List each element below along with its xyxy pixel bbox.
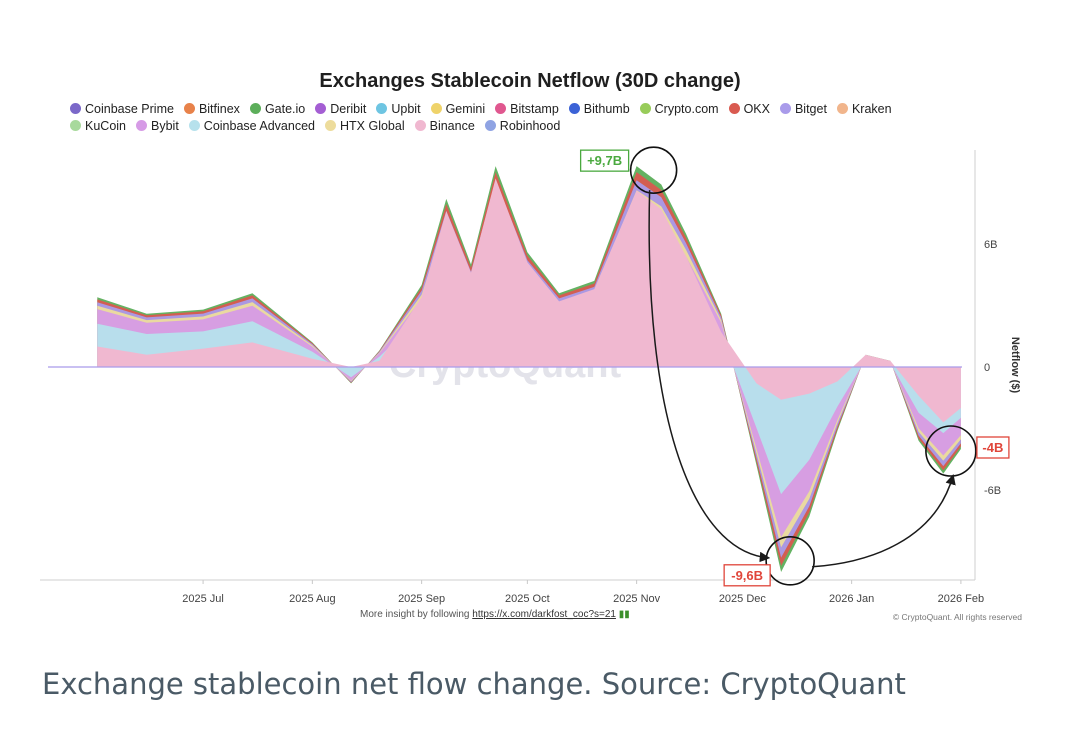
annotation-label: -4B: [976, 436, 1010, 459]
image-caption: Exchange stablecoin net flow change. Sou…: [42, 667, 906, 701]
annotation-text: -9,6B: [731, 568, 763, 583]
annotation-label: +9,7B: [579, 149, 630, 172]
legend-label: Coinbase Advanced: [203, 119, 315, 133]
legend-label: KuCoin: [85, 119, 126, 133]
legend-item[interactable]: Gemini: [430, 101, 486, 118]
legend-swatch: [315, 103, 327, 114]
legend-item[interactable]: Binance: [414, 118, 475, 135]
y-tick-label: 0: [984, 362, 990, 374]
legend-label: Gate.io: [264, 102, 306, 116]
x-tick-label: 2025 Jul: [182, 593, 224, 605]
legend-swatch: [376, 103, 388, 114]
arrow-peak-to-trough: [648, 190, 771, 563]
copyright-text: © CryptoQuant. All rights reserved: [893, 612, 1022, 622]
legend-swatch: [414, 120, 426, 131]
legend-item[interactable]: Coinbase Prime: [70, 101, 174, 118]
legend-item[interactable]: Bitstamp: [495, 101, 559, 118]
legend-swatch: [495, 103, 507, 114]
legend-item[interactable]: Kraken: [836, 101, 892, 118]
legend-label: Upbit: [391, 102, 421, 116]
legend-swatch: [779, 103, 791, 114]
legend-swatch: [639, 103, 651, 114]
y-axis-title: Netflow ($): [1009, 337, 1021, 394]
x-tick-label: 2025 Sep: [398, 593, 445, 605]
legend-swatch: [70, 120, 81, 131]
legend-label: Bitfinex: [198, 102, 240, 116]
legend-item[interactable]: Upbit: [376, 101, 421, 118]
legend-swatch: [728, 103, 740, 114]
x-tick-label: 2025 Nov: [613, 593, 661, 605]
y-tick-label: 6B: [984, 239, 997, 251]
legend-swatch: [136, 120, 147, 131]
x-tick-label: 2026 Jan: [829, 593, 874, 605]
x-tick-label: 2025 Oct: [505, 593, 550, 605]
legend-label: Bithumb: [583, 102, 630, 116]
legend-swatch: [183, 103, 195, 114]
footer-text: More insight by following: [360, 609, 472, 620]
legend-item[interactable]: HTX Global: [325, 118, 405, 135]
legend-item[interactable]: Bitfinex: [183, 101, 240, 118]
footer-link[interactable]: https://x.com/darkfost_coc?s=21: [472, 609, 616, 620]
annotations: +9,7B -9,6B -4B: [579, 146, 1010, 587]
legend-swatch: [325, 120, 336, 131]
annotation-text: -4B: [982, 440, 1003, 455]
annotation-text: +9,7B: [587, 153, 622, 168]
legend-swatch: [249, 103, 261, 114]
y-tick-label: -6B: [984, 485, 1001, 497]
legend-label: Bybit: [151, 119, 179, 133]
legend-label: Kraken: [851, 102, 892, 116]
legend-item[interactable]: Crypto.com: [639, 101, 719, 118]
legend-label: Binance: [429, 119, 475, 133]
legend-label: OKX: [743, 102, 770, 116]
legend-swatch: [836, 103, 848, 114]
legend-label: Gemini: [445, 102, 486, 116]
legend-label: Coinbase Prime: [85, 102, 174, 116]
legend-item[interactable]: Bybit: [136, 118, 179, 135]
annotation-label: -9,6B: [723, 564, 771, 587]
x-tick-label: 2026 Feb: [938, 593, 984, 605]
legend-swatch: [70, 103, 81, 114]
legend-label: Deribit: [330, 102, 367, 116]
legend-item[interactable]: Deribit: [315, 101, 366, 118]
legend-label: HTX Global: [340, 119, 405, 133]
legend-swatch: [188, 120, 200, 131]
legend-label: Bitstamp: [510, 102, 559, 116]
x-tick-label: 2025 Aug: [289, 593, 336, 605]
chart-footer: More insight by following https://x.com/…: [360, 609, 630, 620]
arrow-trough-to-recent: [812, 473, 956, 568]
legend-swatch: [568, 103, 580, 114]
peak-circle: [629, 146, 678, 194]
series-areas: CryptoQuant: [97, 166, 961, 572]
legend-label: Robinhood: [499, 119, 561, 133]
legend-item[interactable]: Gate.io: [249, 101, 306, 118]
legend-item[interactable]: OKX: [728, 101, 770, 118]
legend-item[interactable]: Bitget: [779, 101, 827, 118]
legend-item[interactable]: Coinbase Advanced: [188, 118, 315, 135]
legend-item[interactable]: Bithumb: [568, 101, 630, 118]
x-tick-label: 2025 Dec: [719, 593, 767, 605]
annotation-box: [976, 436, 1010, 459]
money-bag-icon: ▮▮: [616, 609, 630, 620]
chart-title: Exchanges Stablecoin Netflow (30D change…: [319, 70, 741, 92]
axes: 2025 Jul 2025 Aug 2025 Sep 2025 Oct 2025 Nov…: [40, 150, 1022, 622]
legend-item[interactable]: Robinhood: [484, 118, 561, 135]
legend-swatch: [430, 103, 442, 114]
legend-label: Crypto.com: [654, 102, 719, 116]
legend-label: Bitget: [794, 102, 827, 116]
chart-legend: Coinbase Prime Bitfinex Gate.io Deribit Upbi…: [70, 101, 1030, 135]
annotation-box: [579, 149, 630, 172]
legend-swatch: [484, 120, 496, 131]
annotation-box: [723, 564, 771, 587]
legend-item[interactable]: KuCoin: [70, 118, 126, 135]
area-binance: [97, 178, 961, 423]
